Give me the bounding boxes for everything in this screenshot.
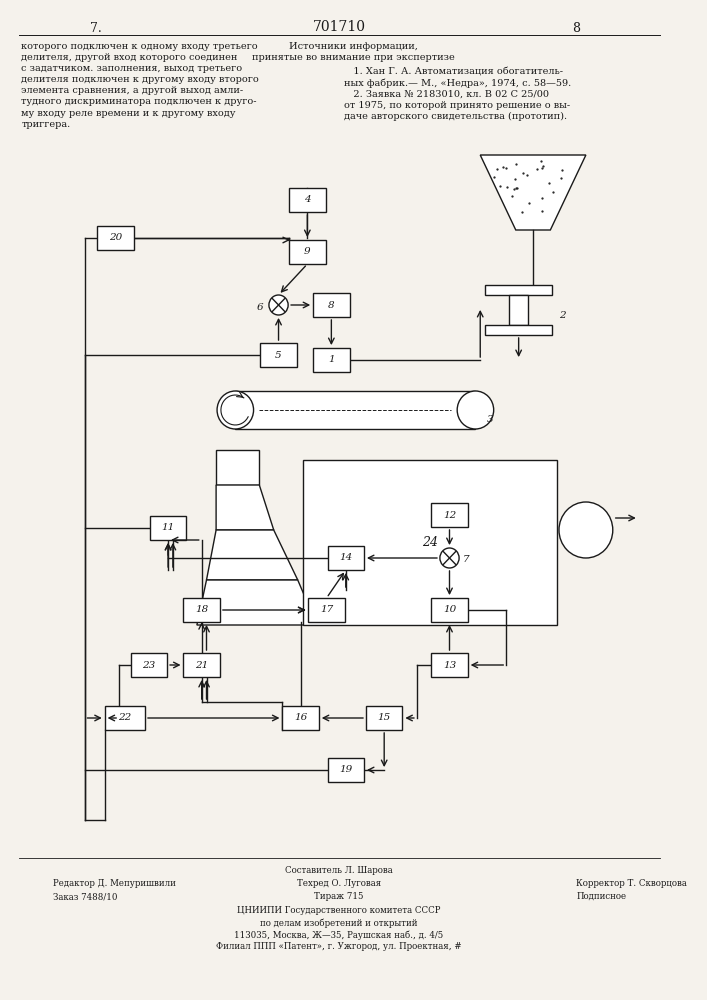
Text: 8: 8 — [328, 300, 334, 310]
Text: 14: 14 — [339, 554, 352, 562]
Text: ЦНИИПИ Государственного комитета СССР: ЦНИИПИ Государственного комитета СССР — [238, 906, 440, 915]
Text: Редактор Д. Мепуришвили: Редактор Д. Мепуришвили — [53, 879, 176, 888]
Bar — [97, 226, 134, 250]
Polygon shape — [480, 155, 586, 230]
Bar — [431, 503, 468, 527]
Bar — [183, 653, 220, 677]
Text: Корректор Т. Скворцова: Корректор Т. Скворцова — [576, 879, 687, 888]
Text: которого подключен к одному входу третьего
делителя, другой вход которого соедин: которого подключен к одному входу третье… — [21, 42, 259, 129]
Text: 1: 1 — [328, 356, 334, 364]
Text: 1. Хан Г. А. Автоматизация обогатитель-
ных фабрик.— М., «Недра», 1974, с. 58—59: 1. Хан Г. А. Автоматизация обогатитель- … — [344, 67, 571, 121]
Polygon shape — [206, 530, 298, 580]
Bar — [313, 348, 349, 372]
Bar — [289, 188, 326, 212]
Text: 3: 3 — [487, 416, 493, 424]
Bar — [235, 391, 475, 429]
Text: по делам изобретений и открытий: по делам изобретений и открытий — [260, 918, 418, 928]
Text: 5: 5 — [275, 351, 282, 360]
Bar — [509, 295, 528, 325]
Text: 7: 7 — [463, 554, 469, 564]
Bar — [105, 706, 145, 730]
Text: Филиал ППП «Патент», г. Ужгород, ул. Проектная, #: Филиал ППП «Патент», г. Ужгород, ул. Про… — [216, 942, 462, 951]
Bar — [282, 706, 319, 730]
Bar — [260, 343, 297, 367]
Text: 13: 13 — [443, 660, 456, 670]
Circle shape — [217, 391, 254, 429]
Text: 113035, Москва, Ж—35, Раушская наб., д. 4/5: 113035, Москва, Ж—35, Раушская наб., д. … — [235, 930, 444, 940]
Text: Подписное: Подписное — [576, 892, 626, 901]
Text: 2: 2 — [559, 310, 566, 320]
Text: 8: 8 — [572, 22, 580, 35]
Text: 24: 24 — [422, 536, 438, 549]
Bar — [431, 598, 468, 622]
Circle shape — [269, 295, 288, 315]
Text: Источники информации,
принятые во внимание при экспертизе: Источники информации, принятые во вниман… — [252, 42, 455, 62]
Bar — [327, 758, 364, 782]
Bar — [131, 653, 167, 677]
Text: 12: 12 — [443, 510, 456, 520]
Text: 10: 10 — [443, 605, 456, 614]
Bar — [150, 516, 187, 540]
Bar — [327, 546, 364, 570]
Bar — [183, 598, 220, 622]
Text: 19: 19 — [339, 766, 352, 774]
Circle shape — [457, 391, 493, 429]
Text: 6: 6 — [257, 302, 263, 312]
Text: 23: 23 — [142, 660, 156, 670]
Text: 20: 20 — [109, 233, 122, 242]
Text: Техред О. Луговая: Техред О. Луговая — [297, 879, 381, 888]
Text: 11: 11 — [161, 524, 175, 532]
Bar — [485, 285, 552, 295]
Bar — [289, 240, 326, 264]
Text: Тираж 715: Тираж 715 — [315, 892, 364, 901]
Bar — [366, 706, 402, 730]
Text: 16: 16 — [294, 714, 308, 722]
Text: 4: 4 — [304, 196, 310, 205]
Text: 9: 9 — [304, 247, 310, 256]
Text: 7.: 7. — [90, 22, 102, 35]
Circle shape — [559, 502, 613, 558]
Bar — [308, 598, 345, 622]
Text: 18: 18 — [195, 605, 209, 614]
Polygon shape — [197, 580, 317, 625]
Text: 17: 17 — [320, 605, 333, 614]
Bar — [303, 460, 557, 625]
Polygon shape — [216, 485, 274, 530]
Text: 22: 22 — [118, 714, 132, 722]
Text: 15: 15 — [378, 714, 391, 722]
Bar — [216, 450, 259, 485]
Text: Составитель Л. Шарова: Составитель Л. Шарова — [285, 866, 393, 875]
Text: 701710: 701710 — [312, 20, 366, 34]
Bar — [485, 325, 552, 335]
Circle shape — [440, 548, 459, 568]
Text: Заказ 7488/10: Заказ 7488/10 — [53, 892, 117, 901]
Text: 21: 21 — [195, 660, 209, 670]
Bar — [313, 293, 349, 317]
Bar — [431, 653, 468, 677]
